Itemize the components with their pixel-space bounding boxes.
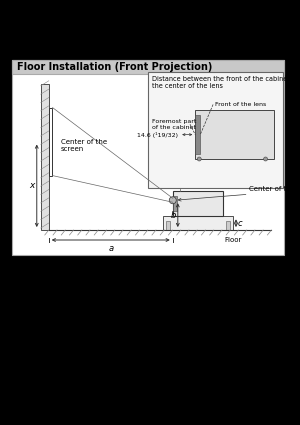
Text: x: x [29, 181, 35, 190]
Bar [226, 221, 230, 230]
Text: a: a [108, 244, 113, 253]
Circle shape [264, 157, 268, 161]
Text: Foremost part
of the cabinet: Foremost part of the cabinet [152, 119, 196, 130]
Bar [12, 60, 284, 74]
Text: Floor Installation (Front Projection): Floor Installation (Front Projection) [17, 62, 212, 72]
Text: Wall: Wall [5, 91, 10, 104]
Text: Front of the lens: Front of the lens [215, 102, 266, 107]
Bar [12, 60, 284, 255]
Bar [195, 115, 200, 154]
Text: c: c [238, 219, 243, 228]
Text: Center of the lens: Center of the lens [249, 186, 300, 192]
Bar [166, 221, 170, 230]
Bar [173, 191, 223, 216]
Text: b: b [170, 211, 176, 220]
Bar [163, 216, 233, 230]
Bar [49, 108, 52, 176]
Bar [148, 72, 283, 188]
Text: 14.6 (¹19/32): 14.6 (¹19/32) [137, 132, 178, 138]
Text: Center of the
screen: Center of the screen [61, 139, 107, 152]
Bar [173, 196, 177, 211]
Text: Floor: Floor [225, 237, 242, 243]
Text: Distance between the front of the cabinet and
the center of the lens: Distance between the front of the cabine… [152, 76, 300, 89]
Bar [195, 110, 274, 159]
Circle shape [169, 197, 176, 204]
Circle shape [197, 157, 201, 161]
Bar [41, 84, 49, 230]
